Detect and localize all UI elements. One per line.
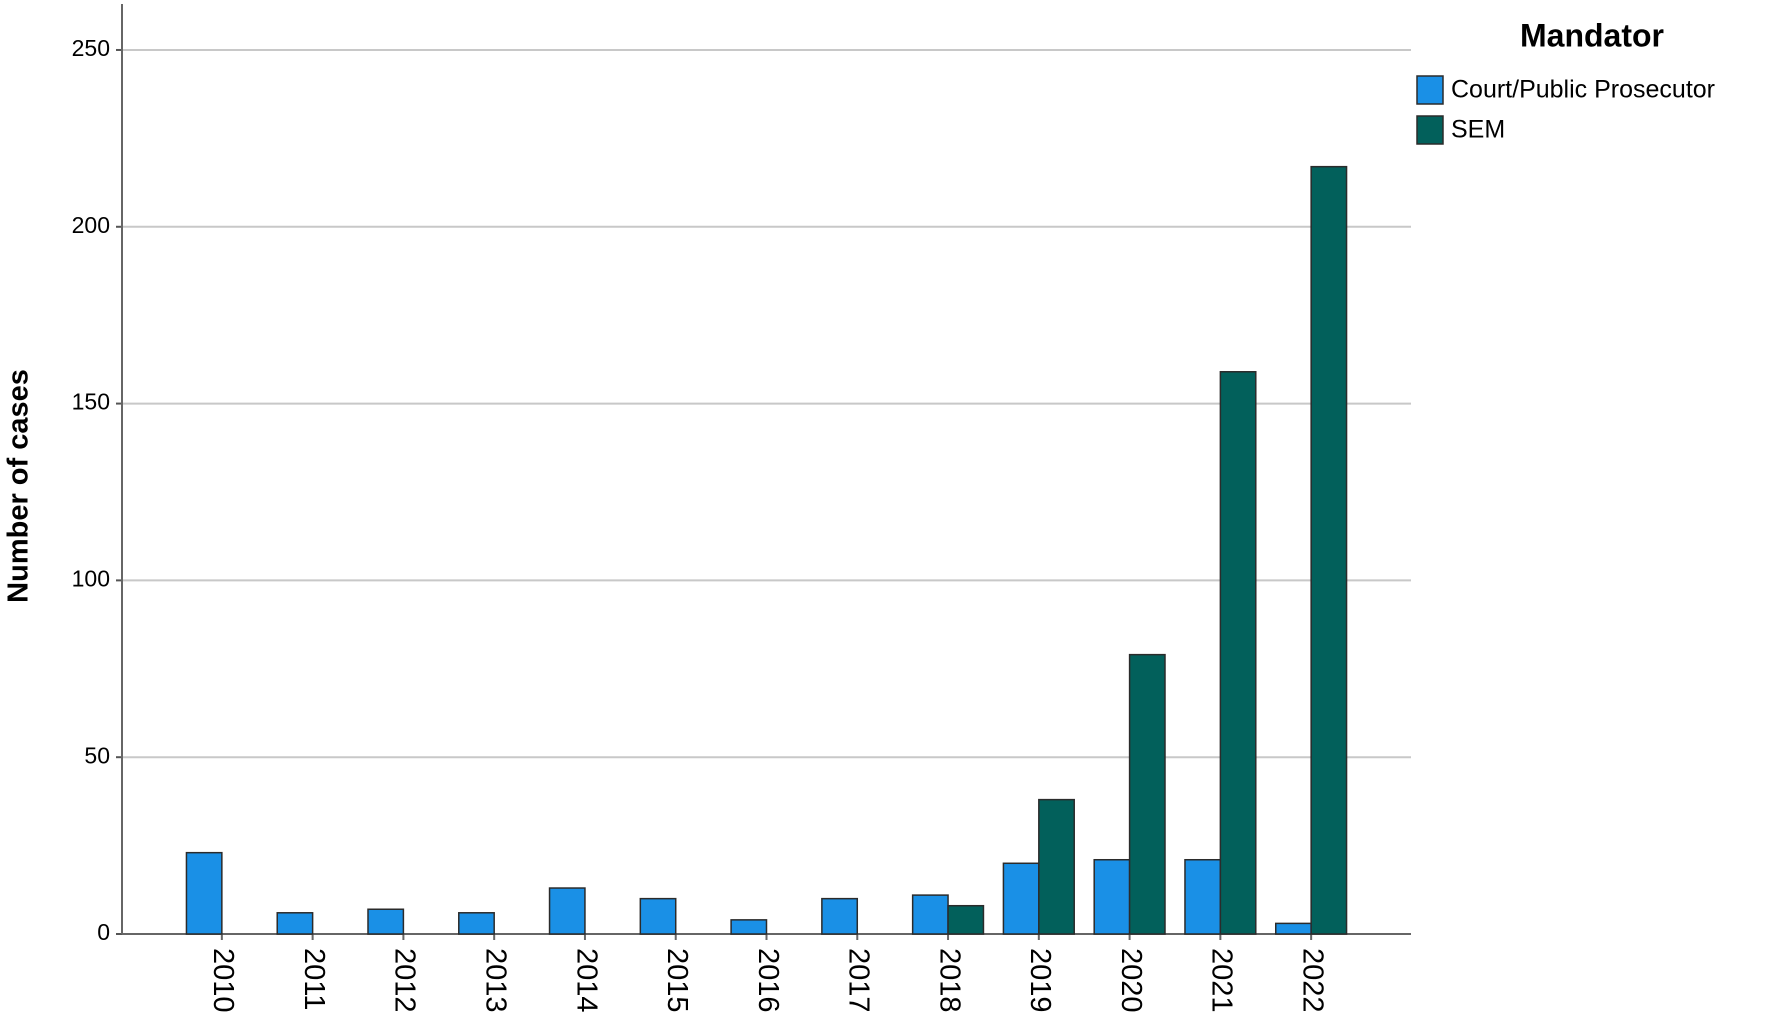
x-tick-label: 2018 — [933, 948, 965, 1013]
legend-swatch — [1416, 75, 1444, 105]
x-tick-label: 2022 — [1296, 948, 1328, 1013]
x-tick-label: 2017 — [843, 948, 875, 1013]
legend-title: Mandator — [1520, 17, 1664, 53]
bar — [1128, 653, 1166, 935]
bar — [821, 897, 859, 935]
bar — [639, 897, 677, 935]
bar — [730, 919, 768, 935]
bar — [458, 912, 495, 935]
legend-label: Court/Public Prosecutor — [1451, 76, 1715, 104]
x-tick-label: 2019 — [1024, 948, 1056, 1013]
y-tick-label: 50 — [84, 742, 110, 768]
bar — [1274, 922, 1312, 935]
y-tick-label: 250 — [72, 35, 110, 61]
bar — [185, 851, 223, 935]
bar — [911, 894, 949, 935]
bar — [1184, 858, 1222, 935]
x-tick-label: 2012 — [389, 948, 421, 1013]
bar — [276, 912, 314, 935]
legend-swatch — [1416, 115, 1444, 145]
x-tick-label: 2014 — [570, 948, 602, 1013]
y-axis-label: Number of cases — [3, 369, 35, 603]
legend-label: SEM — [1451, 116, 1505, 144]
y-tick-label: 150 — [72, 389, 110, 415]
x-tick-label: 2011 — [298, 948, 330, 1010]
bar — [1219, 371, 1257, 935]
y-tick-label: 200 — [72, 212, 110, 238]
bar — [1002, 862, 1040, 935]
x-tick-label: 2013 — [480, 948, 512, 1013]
x-tick-label: 2010 — [207, 948, 239, 1013]
x-tick-label: 2016 — [752, 948, 784, 1013]
bar — [1310, 165, 1348, 935]
y-tick-label: 100 — [72, 565, 110, 591]
bar — [1038, 798, 1075, 935]
bar — [947, 904, 985, 935]
bar — [367, 908, 405, 935]
y-tick-label: 0 — [97, 919, 110, 945]
bar — [548, 887, 586, 935]
x-tick-label: 2020 — [1115, 948, 1147, 1013]
x-tick-label: 2021 — [1206, 948, 1238, 1013]
bar — [1093, 858, 1131, 935]
x-tick-label: 2015 — [661, 948, 693, 1013]
